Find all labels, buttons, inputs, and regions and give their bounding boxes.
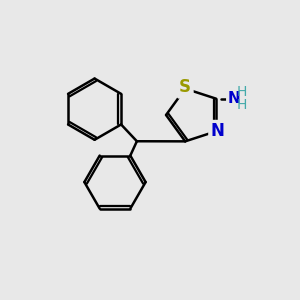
Text: N: N (211, 122, 225, 140)
Text: N: N (228, 91, 241, 106)
Text: H: H (236, 85, 247, 99)
Text: H: H (236, 98, 247, 112)
Text: S: S (179, 78, 191, 96)
